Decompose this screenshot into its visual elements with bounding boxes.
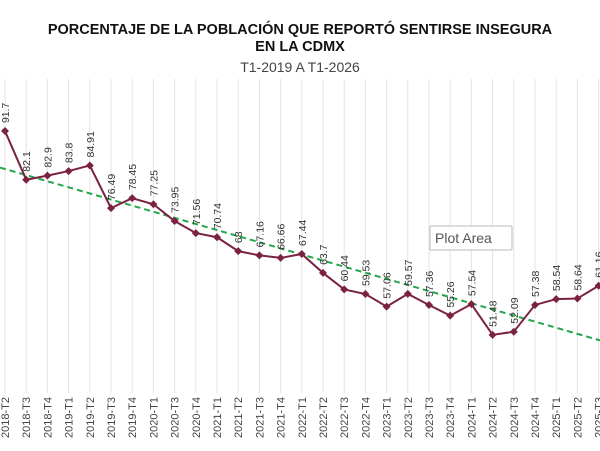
data-label: 91.7 — [0, 102, 12, 123]
data-label: 76.49 — [106, 174, 118, 200]
data-label: 52.09 — [509, 297, 521, 323]
marker — [340, 285, 349, 294]
x-tick-label: 2024-T2 — [488, 397, 500, 438]
data-label: 82.1 — [21, 151, 33, 172]
marker — [213, 233, 221, 242]
data-label: 63.7 — [318, 244, 330, 265]
annotation-box — [429, 225, 513, 251]
marker — [297, 249, 306, 258]
data-label: 59.57 — [403, 259, 415, 285]
x-tick-label: 2025-T2 — [572, 397, 584, 438]
annotation: Plot Area — [429, 225, 513, 251]
x-tick-label: 2018-T3 — [21, 397, 33, 438]
marker — [1, 127, 9, 136]
x-tick-label: 2023-T1 — [382, 397, 394, 438]
data-label: 67.44 — [297, 220, 309, 246]
data-label: 60.44 — [339, 255, 351, 281]
data-label: 51.48 — [488, 300, 500, 326]
marker — [255, 251, 264, 260]
chart-title: PORCENTAJE DE LA POBLACIÓN QUE REPORTÓ S… — [48, 20, 553, 38]
marker — [149, 200, 158, 209]
marker — [319, 268, 327, 277]
marker — [85, 161, 94, 170]
marker — [467, 300, 476, 309]
marker — [531, 300, 539, 309]
x-tick-label: 2024-T1 — [466, 397, 478, 438]
x-tick-label: 2023-T3 — [424, 397, 436, 438]
data-label: 68 — [233, 231, 245, 243]
marker — [128, 194, 137, 203]
x-tick-label: 2018-T2 — [0, 397, 12, 438]
data-label: 61.16 — [594, 251, 600, 277]
data-label: 82.9 — [42, 147, 54, 168]
x-tick-label: 2022-T4 — [360, 397, 372, 438]
marker — [170, 216, 179, 225]
marker — [382, 302, 391, 311]
x-tick-label: 2024-T3 — [509, 397, 521, 438]
x-tick-label: 2022-T2 — [318, 397, 330, 438]
x-tick-label: 2018-T4 — [42, 397, 54, 438]
marker — [594, 281, 600, 290]
x-tick-label: 2019-T2 — [85, 397, 97, 438]
marker — [573, 294, 582, 303]
x-tick-label: 2020-T3 — [170, 397, 182, 438]
marker — [488, 330, 497, 339]
annotation-text: Plot Area — [435, 230, 492, 246]
data-label: 77.25 — [148, 170, 160, 196]
data-label: 55.26 — [445, 281, 457, 307]
data-label: 67.16 — [254, 221, 266, 247]
x-tick-label: 2025-T1 — [551, 397, 563, 438]
marker — [446, 311, 455, 320]
x-tick-label: 2023-T4 — [445, 397, 457, 438]
x-tick-label: 2025-T3 — [594, 397, 600, 438]
x-tick-label: 2022-T1 — [297, 397, 309, 438]
marker — [234, 247, 243, 256]
marker — [43, 171, 52, 180]
data-label: 84.91 — [85, 131, 97, 157]
data-label: 57.38 — [530, 271, 542, 297]
data-label: 58.64 — [572, 264, 584, 290]
data-label: 58.54 — [551, 265, 563, 291]
x-tick-label: 2023-T2 — [403, 397, 415, 438]
x-tick-label: 2019-T1 — [64, 397, 76, 438]
x-tick-label: 2021-T3 — [254, 397, 266, 438]
marker — [509, 327, 518, 336]
data-label: 71.56 — [191, 199, 203, 225]
chart-subtitle: T1-2019 A T1-2026 — [240, 59, 360, 75]
marker — [22, 175, 31, 184]
x-tick-label: 2022-T3 — [339, 397, 351, 438]
marker — [552, 295, 561, 304]
data-label: 73.95 — [170, 187, 182, 213]
marker — [64, 167, 73, 176]
data-label: 70.74 — [212, 203, 224, 229]
data-label: 57.54 — [466, 270, 478, 296]
x-tick-label: 2021-T4 — [276, 397, 288, 438]
x-tick-label: 2021-T1 — [212, 397, 224, 438]
x-tick-label: 2021-T2 — [233, 397, 245, 438]
marker — [425, 301, 433, 310]
marker — [107, 204, 115, 213]
data-label: 57.06 — [382, 272, 394, 298]
x-tick-label: 2024-T4 — [530, 397, 542, 438]
chart-title-line2: EN LA CDMX — [255, 39, 345, 55]
marker — [361, 290, 370, 299]
data-label: 78.45 — [127, 164, 139, 190]
data-label: 83.8 — [64, 142, 76, 163]
marker — [191, 229, 200, 238]
marker — [276, 253, 285, 262]
x-tick-label: 2020-T4 — [191, 397, 203, 438]
marker — [403, 289, 412, 298]
x-tick-label: 2019-T4 — [127, 397, 139, 438]
data-label: 66.66 — [276, 223, 288, 249]
data-label: 59.53 — [360, 260, 372, 286]
data-label: 57.36 — [424, 271, 436, 297]
x-tick-label: 2020-T1 — [148, 397, 160, 438]
x-tick-label: 2019-T3 — [106, 397, 118, 438]
